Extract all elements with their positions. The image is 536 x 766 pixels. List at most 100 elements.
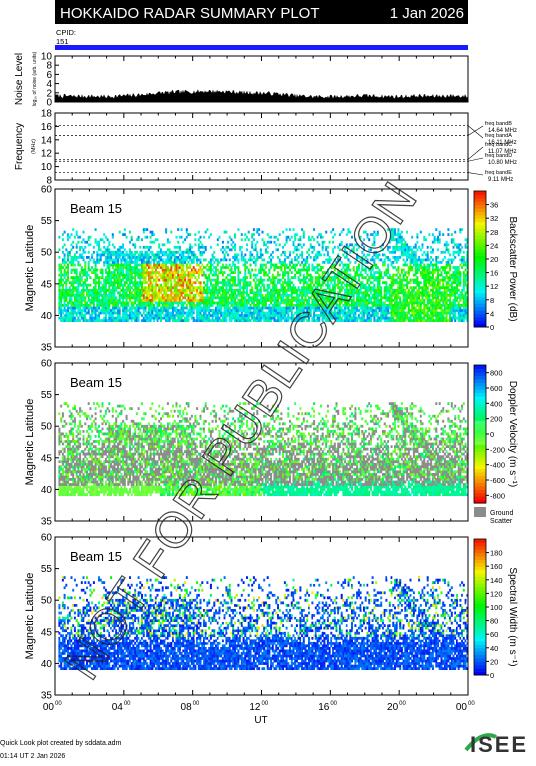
scatter-cell xyxy=(89,269,91,272)
scatter-cell xyxy=(151,241,153,244)
scatter-cell xyxy=(62,312,64,315)
scatter-cell xyxy=(95,261,97,264)
scatter-cell xyxy=(404,314,406,317)
scatter-cell xyxy=(108,254,110,257)
scatter-cell xyxy=(62,286,64,289)
scatter-cell xyxy=(286,238,288,241)
scatter-cell xyxy=(103,246,105,249)
scatter-cell xyxy=(215,319,217,322)
scatter-cell xyxy=(126,314,128,317)
scatter-cell xyxy=(232,299,234,302)
scatter-cell xyxy=(96,256,98,259)
scatter-cell xyxy=(397,238,399,241)
scatter-cell xyxy=(348,314,350,317)
scatter-cell xyxy=(339,307,341,310)
scatter-cell xyxy=(76,274,78,277)
scatter-cell xyxy=(72,264,74,267)
scatter-cell xyxy=(337,256,339,259)
scatter-cell xyxy=(315,304,317,307)
scatter-cell xyxy=(370,248,372,251)
scatter-cell xyxy=(206,314,208,317)
scatter-cell xyxy=(182,271,184,274)
scatter-cell xyxy=(406,231,408,234)
scatter-cell xyxy=(136,256,138,259)
scatter-cell xyxy=(337,269,339,272)
scatter-cell xyxy=(430,302,432,305)
frequency-ylabel: Frequency xyxy=(14,123,25,170)
scatter-cell xyxy=(108,251,110,254)
scatter-cell xyxy=(329,261,331,264)
scatter-cell xyxy=(129,289,131,292)
scatter-cell xyxy=(289,261,291,264)
scatter-cell xyxy=(279,291,281,294)
scatter-cell xyxy=(170,256,172,259)
scatter-cell xyxy=(415,307,417,310)
scatter-cell xyxy=(227,241,229,244)
scatter-cell xyxy=(237,269,239,272)
scatter-cell xyxy=(422,312,424,315)
scatter-cell xyxy=(282,302,284,305)
scatter-cell xyxy=(105,291,107,294)
scatter-cell xyxy=(124,307,126,310)
scatter-cell xyxy=(250,276,252,279)
scatter-cell xyxy=(108,294,110,297)
scatter-cell xyxy=(389,307,391,310)
scatter-cell xyxy=(356,304,358,307)
scatter-cell xyxy=(217,259,219,262)
scatter-cell xyxy=(349,261,351,264)
scatter-cell xyxy=(222,251,224,254)
scatter-cell xyxy=(200,251,202,254)
scatter-cell xyxy=(146,251,148,254)
scatter-cell xyxy=(241,312,243,315)
scatter-cell xyxy=(139,246,141,249)
scatter-cell xyxy=(134,243,136,246)
scatter-cell xyxy=(430,261,432,264)
scatter-cell xyxy=(246,236,248,239)
scatter-cell xyxy=(132,312,134,315)
scatter-cell xyxy=(420,231,422,234)
scatter-cell xyxy=(172,312,174,315)
scatter-cell xyxy=(95,279,97,282)
scatter-cell xyxy=(210,246,212,249)
scatter-cell xyxy=(353,251,355,254)
scatter-cell xyxy=(165,279,167,282)
scatter-cell xyxy=(372,304,374,307)
scatter-cell xyxy=(110,251,112,254)
scatter-cell xyxy=(418,256,420,259)
scatter-cell xyxy=(212,269,214,272)
scatter-cell xyxy=(268,271,270,274)
scatter-cell xyxy=(323,309,325,312)
scatter-cell xyxy=(284,259,286,262)
scatter-cell xyxy=(303,302,305,305)
scatter-cell xyxy=(119,314,121,317)
scatter-cell xyxy=(102,238,104,241)
scatter-cell xyxy=(289,254,291,257)
scatter-cell xyxy=(384,264,386,267)
scatter-cell xyxy=(365,256,367,259)
scatter-cell xyxy=(72,261,74,264)
scatter-cell xyxy=(191,261,193,264)
scatter-cell xyxy=(153,304,155,307)
scatter-cell xyxy=(253,304,255,307)
scatter-cell xyxy=(83,317,85,320)
scatter-cell xyxy=(120,281,122,284)
scatter-cell xyxy=(89,259,91,262)
scatter-cell xyxy=(225,286,227,289)
scatter-cell xyxy=(170,231,172,234)
scatter-cell xyxy=(430,319,432,322)
scatter-cell xyxy=(132,243,134,246)
scatter-cell xyxy=(253,291,255,294)
scatter-cell xyxy=(100,302,102,305)
scatter-cell xyxy=(413,296,415,299)
scatter-cell xyxy=(150,266,152,269)
scatter-cell xyxy=(334,296,336,299)
scatter-cell xyxy=(279,259,281,262)
scatter-cell xyxy=(136,304,138,307)
scatter-cell xyxy=(91,319,93,322)
scatter-cell xyxy=(274,279,276,282)
scatter-cell xyxy=(330,309,332,312)
scatter-cell xyxy=(234,299,236,302)
scatter-cell xyxy=(317,271,319,274)
scatter-cell xyxy=(67,319,69,322)
